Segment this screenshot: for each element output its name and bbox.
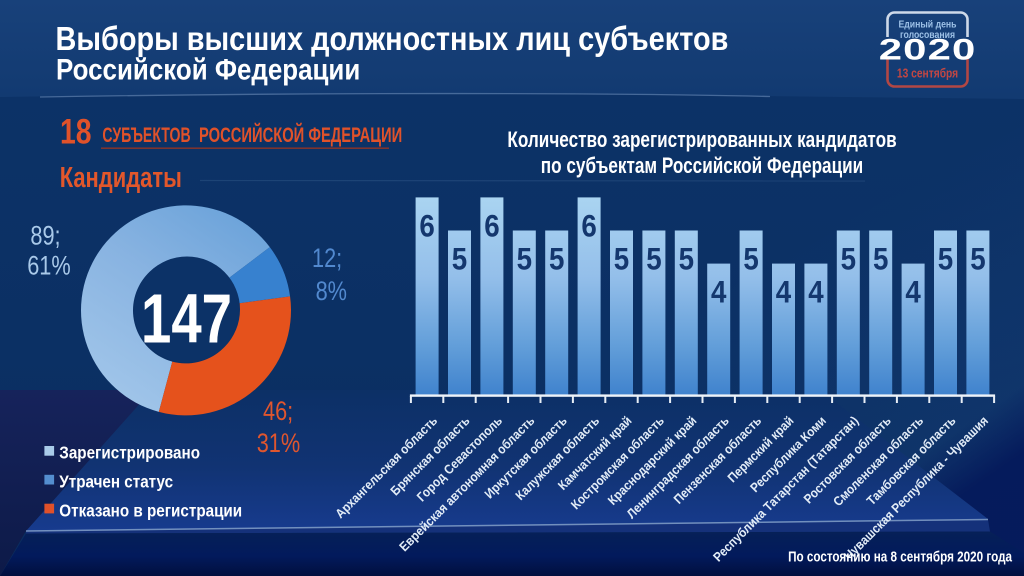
svg-text:5: 5 (679, 242, 694, 277)
svg-text:Выборы высших должностных лиц: Выборы высших должностных лиц субъектов (56, 20, 729, 57)
svg-text:Зарегистрировано: Зарегистрировано (59, 443, 200, 462)
svg-text:8%: 8% (316, 277, 347, 307)
svg-text:Количество зарегистрированных: Количество зарегистрированных кандидатов (507, 128, 896, 153)
svg-text:4: 4 (776, 275, 792, 310)
svg-text:6: 6 (484, 209, 499, 244)
svg-text:голосования: голосования (900, 29, 955, 40)
svg-text:2020: 2020 (879, 33, 977, 66)
svg-text:5: 5 (938, 242, 953, 277)
svg-text:4: 4 (905, 275, 921, 310)
svg-text:СУБЪЕКТОВ: СУБЪЕКТОВ (102, 123, 190, 147)
svg-text:147: 147 (141, 280, 232, 358)
svg-text:5: 5 (841, 242, 856, 277)
svg-text:6: 6 (419, 209, 434, 244)
svg-text:5: 5 (549, 242, 564, 277)
svg-text:89;: 89; (30, 221, 60, 251)
svg-text:по субъектам Российской Федера: по субъектам Российской Федерации (541, 154, 863, 179)
svg-text:31%: 31% (257, 429, 300, 459)
svg-text:13 сентября: 13 сентября (897, 68, 958, 81)
svg-text:Утрачен статус: Утрачен статус (59, 472, 173, 491)
svg-text:По состоянию на 8 сентября 202: По состоянию на 8 сентября 2020 года (788, 548, 1012, 565)
svg-text:5: 5 (646, 242, 661, 277)
svg-text:Единый день: Единый день (898, 19, 956, 30)
svg-text:Кандидаты: Кандидаты (60, 162, 182, 193)
svg-text:5: 5 (614, 242, 629, 277)
svg-text:6: 6 (581, 209, 596, 244)
svg-text:Отказано в регистрации: Отказано в регистрации (59, 501, 242, 520)
svg-text:46;: 46; (263, 397, 293, 427)
svg-text:5: 5 (517, 242, 532, 277)
svg-text:4: 4 (711, 275, 727, 310)
svg-text:4: 4 (808, 275, 824, 310)
svg-text:12;: 12; (312, 244, 342, 274)
svg-text:5: 5 (743, 242, 758, 277)
svg-text:Российской Федерации: Российской Федерации (56, 53, 360, 86)
svg-text:5: 5 (452, 242, 467, 277)
svg-text:5: 5 (970, 242, 985, 277)
svg-text:5: 5 (873, 242, 888, 277)
svg-text:61%: 61% (27, 252, 70, 282)
svg-text:18: 18 (60, 112, 92, 152)
svg-text:РОССИЙСКОЙ ФЕДЕРАЦИИ: РОССИЙСКОЙ ФЕДЕРАЦИИ (199, 122, 402, 146)
